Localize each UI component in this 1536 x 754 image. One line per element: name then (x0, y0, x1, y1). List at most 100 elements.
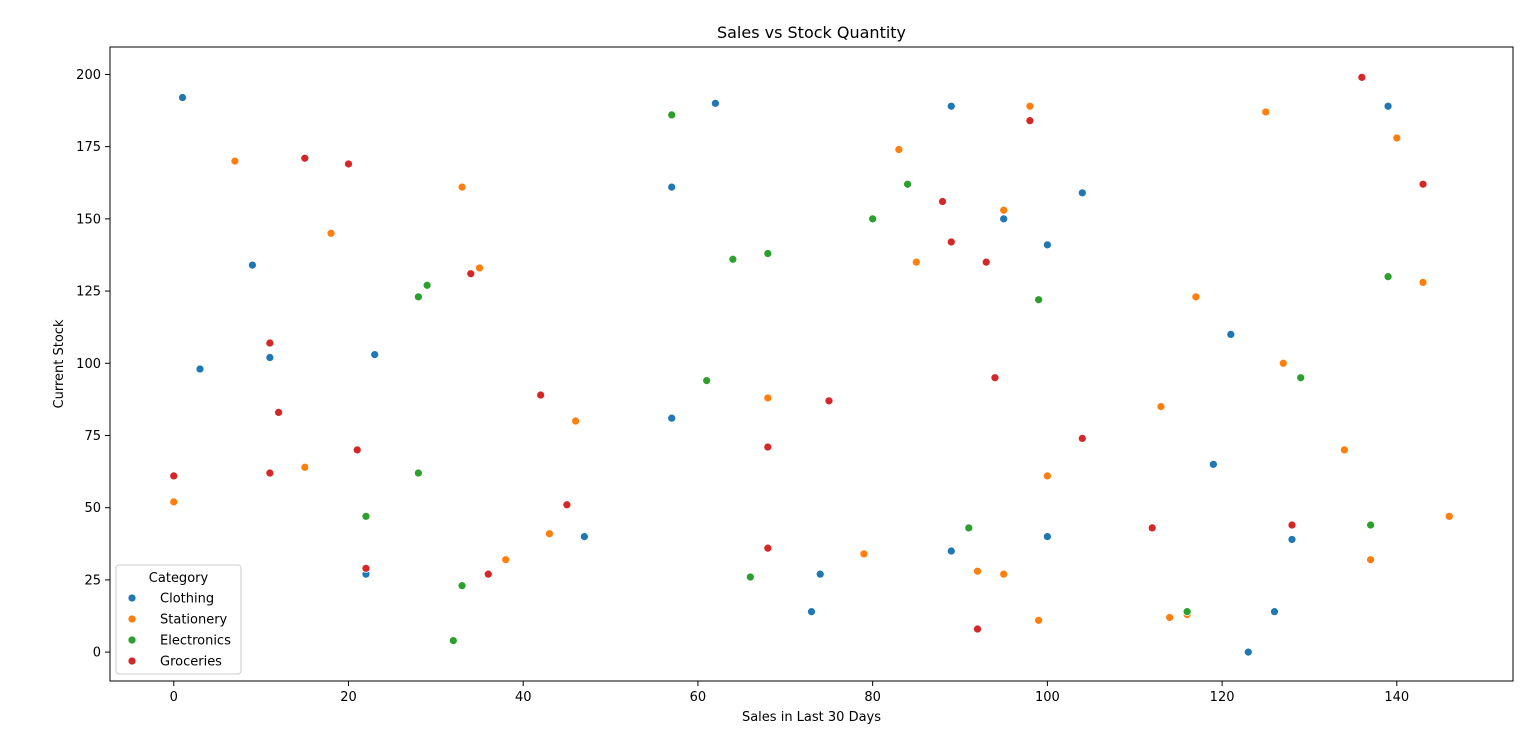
data-point-stationery (763, 393, 773, 403)
data-point-clothing (1042, 532, 1052, 541)
data-point-groceries (361, 563, 371, 573)
x-tick-label: 20 (340, 690, 357, 705)
data-point-electronics (414, 292, 423, 302)
data-point-clothing (195, 364, 205, 374)
data-point-electronics (964, 523, 974, 533)
data-point-electronics (1182, 607, 1192, 617)
data-point-electronics (667, 110, 677, 120)
data-point-clothing (1042, 240, 1052, 250)
data-point-groceries (352, 445, 362, 455)
data-point-clothing (1077, 188, 1087, 198)
data-point-electronics (422, 280, 432, 290)
data-point-stationery (501, 555, 511, 565)
data-point-clothing (815, 569, 825, 579)
y-tick-label: 150 (76, 212, 101, 227)
data-point-groceries (169, 471, 179, 481)
data-point-clothing (999, 214, 1009, 224)
data-point-stationery (1156, 402, 1166, 411)
data-point-stationery (1278, 358, 1288, 368)
series-stationery (169, 101, 1454, 625)
x-tick-label: 0 (170, 690, 178, 705)
x-axis-ticks: 0 20 40 60 80 100 120 140 (170, 681, 1409, 705)
data-point-groceries (265, 468, 275, 478)
data-point-stationery (1042, 471, 1052, 481)
data-point-stationery (859, 549, 869, 559)
legend-marker (127, 656, 137, 666)
x-axis-label: Sales in Last 30 Days (742, 710, 881, 725)
data-point-clothing (1270, 607, 1279, 617)
data-point-stationery (475, 263, 484, 273)
data-point-clothing (370, 350, 380, 359)
legend: Category Clothing Stationery Electronics Gr… (115, 564, 242, 675)
data-point-clothing (711, 98, 720, 108)
data-point-electronics (745, 572, 755, 582)
data-point-groceries (1147, 523, 1157, 533)
y-axis-label: Current Stock (52, 319, 67, 408)
data-point-clothing (946, 101, 956, 111)
data-point-stationery (1261, 107, 1271, 117)
data-points (169, 72, 1454, 657)
plot-area-border (109, 46, 1514, 682)
data-point-electronics (448, 636, 458, 645)
data-point-stationery (894, 145, 904, 154)
data-point-stationery (1418, 278, 1428, 287)
data-point-groceries (536, 390, 546, 400)
data-point-electronics (361, 511, 371, 521)
data-point-groceries (265, 338, 275, 348)
data-point-groceries (824, 396, 834, 406)
data-point-stationery (973, 566, 982, 576)
x-tick-label: 140 (1384, 690, 1409, 705)
y-tick-label: 125 (76, 285, 101, 300)
x-tick-label: 100 (1035, 690, 1060, 705)
data-point-groceries (946, 237, 956, 247)
x-tick-label: 40 (515, 690, 532, 705)
data-point-electronics (414, 468, 423, 478)
x-tick-label: 120 (1210, 690, 1235, 705)
data-point-stationery (300, 462, 310, 472)
series-clothing (178, 93, 1393, 657)
y-tick-label: 75 (84, 429, 101, 444)
data-point-clothing (1287, 535, 1297, 544)
legend-label: Groceries (160, 655, 222, 670)
legend-label: Stationery (160, 613, 228, 628)
data-point-clothing (1383, 101, 1393, 111)
data-point-groceries (344, 159, 353, 169)
legend-marker (127, 593, 137, 603)
data-point-stationery (457, 182, 467, 192)
data-point-stationery (1340, 445, 1349, 455)
data-point-stationery (999, 569, 1009, 579)
axes-frame (109, 46, 1514, 682)
data-point-clothing (248, 260, 257, 270)
data-point-electronics (728, 254, 738, 264)
chart-title: Sales vs Stock Quantity (717, 23, 906, 42)
data-point-stationery (1444, 511, 1454, 521)
data-point-groceries (981, 257, 991, 267)
series-groceries (169, 72, 1428, 634)
data-point-groceries (1418, 179, 1428, 189)
data-point-groceries (763, 543, 773, 553)
y-tick-label: 50 (84, 501, 101, 516)
y-tick-label: 175 (76, 140, 101, 155)
data-point-groceries (1287, 520, 1297, 530)
data-point-groceries (938, 197, 947, 206)
data-point-groceries (990, 373, 1000, 383)
data-point-electronics (1296, 373, 1306, 383)
data-point-clothing (667, 413, 677, 423)
data-point-electronics (1366, 520, 1375, 530)
series-electronics (361, 110, 1393, 645)
data-point-stationery (1034, 615, 1044, 625)
data-point-stationery (571, 416, 581, 426)
data-point-stationery (1392, 133, 1402, 143)
data-point-stationery (545, 529, 554, 539)
data-point-clothing (178, 93, 187, 102)
data-point-groceries (562, 500, 572, 510)
data-point-clothing (667, 182, 677, 192)
data-point-electronics (763, 249, 773, 258)
data-point-stationery (169, 497, 179, 507)
x-tick-label: 60 (690, 690, 707, 705)
data-point-groceries (1025, 116, 1035, 126)
data-point-clothing (807, 607, 816, 617)
data-point-electronics (1034, 295, 1044, 305)
